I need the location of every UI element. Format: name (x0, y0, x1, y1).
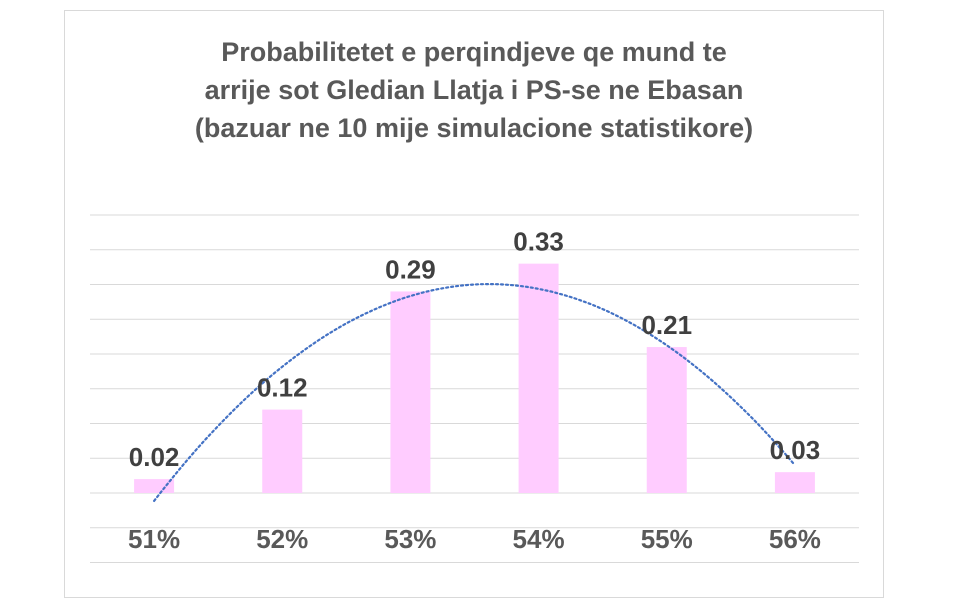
trendline (153, 283, 796, 502)
bar (134, 479, 175, 493)
bar (646, 347, 687, 493)
chart-title-line-2: arrije sot Gledian Llatja i PS-se ne Eba… (204, 75, 744, 105)
bar (774, 472, 815, 493)
x-tick-label: 56% (769, 524, 821, 554)
x-tick-label: 54% (513, 524, 565, 554)
chart-frame: Probabilitetet e perqindjeve qe mund te … (64, 10, 884, 598)
chart-plot: 0.02 0.12 0.29 0.33 0.21 0.03 51% 52% 53% 54% 55% 5… (90, 214, 859, 563)
bar (262, 409, 303, 493)
data-label: 0.02 (129, 442, 180, 472)
data-label: 0.21 (641, 310, 692, 340)
x-tick-label: 52% (256, 524, 308, 554)
x-tick-label: 55% (641, 524, 693, 554)
data-label: 0.29 (385, 254, 436, 284)
x-tick-label: 53% (384, 524, 436, 554)
bar (518, 263, 559, 493)
data-label: 0.12 (257, 373, 308, 403)
x-tick-label: 51% (128, 524, 180, 554)
bar (390, 291, 431, 493)
data-label: 0.33 (513, 227, 564, 257)
chart-title: Probabilitetet e perqindjeve qe mund te … (65, 33, 883, 147)
data-label: 0.03 (770, 435, 821, 465)
chart-title-line-1: Probabilitetet e perqindjeve qe mund te (221, 37, 727, 67)
chart-title-line-3: (bazuar ne 10 mije simulacione statistik… (194, 113, 754, 143)
